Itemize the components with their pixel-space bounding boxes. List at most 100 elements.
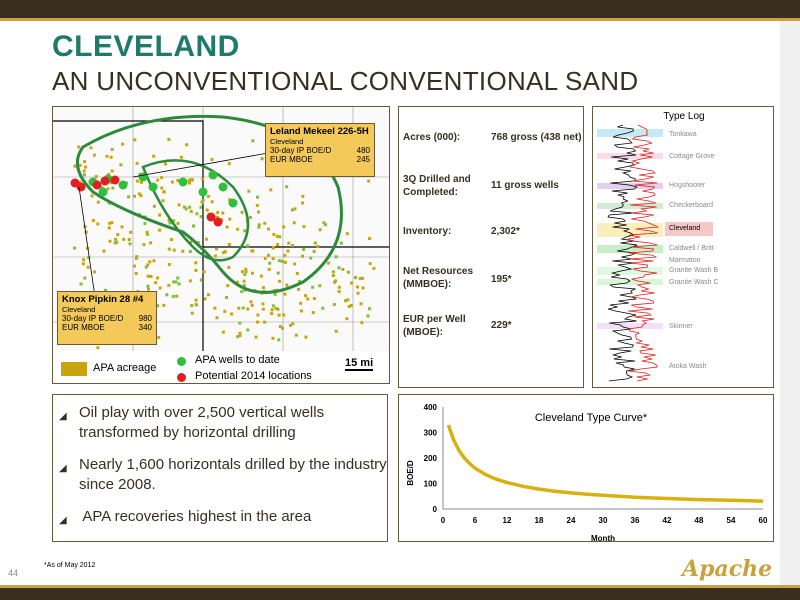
acreage-block xyxy=(187,178,191,182)
acreage-block xyxy=(341,267,345,271)
acreage-block xyxy=(297,287,301,291)
acreage-block xyxy=(119,163,123,167)
state-lines xyxy=(53,120,389,352)
gamma-trace xyxy=(607,124,638,382)
acreage-block xyxy=(269,188,273,192)
legend-potential: Potential 2014 locations xyxy=(195,370,312,382)
acreage-block xyxy=(321,306,325,310)
acreage-block xyxy=(292,221,296,225)
bullet-item: ◢ APA recoveries highest in the area xyxy=(59,507,385,529)
bullets-panel: ◢ Oil play with over 2,500 vertical well… xyxy=(52,394,388,542)
acreage-block xyxy=(237,306,241,310)
acreage-block xyxy=(247,189,251,193)
acreage-block xyxy=(349,303,353,307)
acreage-block xyxy=(331,270,335,274)
acreage-block xyxy=(244,270,248,274)
acreage-block xyxy=(311,311,315,315)
acreage-block xyxy=(246,328,250,332)
well-marker xyxy=(138,172,148,182)
acreage-block xyxy=(174,280,178,284)
acreage-block xyxy=(261,302,265,306)
callout-leland-mekeel: Leland Mekeel 226-5H Cleveland 30-day IP… xyxy=(265,123,375,177)
acreage-block xyxy=(225,225,229,229)
well-marker xyxy=(178,177,188,187)
acreage-block xyxy=(146,287,150,291)
acreage-block xyxy=(278,235,282,239)
acreage-block xyxy=(230,312,234,316)
acreage-block xyxy=(367,179,371,183)
acreage-block xyxy=(282,225,286,229)
type-log-traces xyxy=(597,124,663,382)
acreage-block xyxy=(294,333,298,337)
acreage-block xyxy=(134,271,138,275)
acreage-block xyxy=(158,286,162,290)
formation-band xyxy=(597,323,663,329)
bullet-text: Nearly 1,600 horizontals drilled by the … xyxy=(79,456,387,493)
acreage-block xyxy=(116,232,120,236)
acreage-block xyxy=(282,313,286,317)
bottom-bar xyxy=(0,588,800,600)
arrow-bullet-icon: ◢ xyxy=(59,411,67,422)
acreage-block xyxy=(188,205,192,209)
acreage-block xyxy=(201,198,205,202)
acreage-block xyxy=(210,200,214,204)
acreage-block xyxy=(272,232,276,236)
acreage-block xyxy=(167,283,171,287)
callout-value: 480 xyxy=(356,146,370,155)
acreage-block xyxy=(261,307,265,311)
acreage-block xyxy=(172,248,176,252)
acreage-block xyxy=(277,259,281,263)
acreage-block xyxy=(271,257,275,261)
potential-location-marker xyxy=(206,212,216,222)
acreage-block xyxy=(257,223,261,227)
acreage-block xyxy=(277,338,281,342)
acreage-block xyxy=(260,157,264,161)
acreage-block xyxy=(257,225,261,229)
acreage-block xyxy=(167,218,171,222)
potential-location-marker xyxy=(76,182,86,192)
acreage-block xyxy=(215,316,219,320)
formation-label: Caldwell / Britt xyxy=(669,245,714,252)
acreage-block xyxy=(238,321,242,325)
acreage-block xyxy=(190,304,194,308)
acreage-block xyxy=(111,186,115,190)
acreage-block xyxy=(270,308,274,312)
acreage-block xyxy=(181,249,185,253)
acreage-block xyxy=(223,250,227,254)
formation-band xyxy=(597,153,663,159)
acreage-block xyxy=(136,179,140,183)
acreage-block xyxy=(106,187,110,191)
acreage-block xyxy=(261,286,265,290)
formation-band xyxy=(597,129,663,137)
acreage-block xyxy=(316,245,320,249)
callout-sub: Cleveland xyxy=(270,137,304,146)
acreage-block xyxy=(168,221,172,225)
x-tick-label: 36 xyxy=(631,516,640,525)
acreage-block xyxy=(221,330,225,334)
acreage-block xyxy=(243,273,247,277)
acreage-block xyxy=(299,301,303,305)
acreage-block xyxy=(238,331,242,335)
acreage-block xyxy=(283,260,287,264)
acreage-block xyxy=(120,225,124,229)
leader-line-top xyxy=(132,152,269,178)
acreage-block xyxy=(372,266,376,270)
acreage-block xyxy=(161,199,165,203)
chart-series xyxy=(446,424,764,503)
acreage-block xyxy=(172,219,176,223)
acreage-block xyxy=(368,262,372,266)
acreage-block xyxy=(293,207,297,211)
acreage-block xyxy=(304,335,308,339)
x-tick-label: 18 xyxy=(535,516,544,525)
acreage-block xyxy=(175,294,179,298)
slide-title: CLEVELAND xyxy=(52,30,240,63)
acreage-block xyxy=(273,292,277,296)
acreage-block xyxy=(167,137,171,141)
acreage-block xyxy=(94,175,98,179)
acreage-block xyxy=(187,181,191,185)
arrow-bullet-icon: ◢ xyxy=(59,515,67,526)
acreage-block xyxy=(87,256,91,260)
acreage-block xyxy=(300,254,304,258)
stat-label-resources: Net Resources (MMBOE): xyxy=(403,266,474,290)
acreage-block xyxy=(82,169,86,173)
